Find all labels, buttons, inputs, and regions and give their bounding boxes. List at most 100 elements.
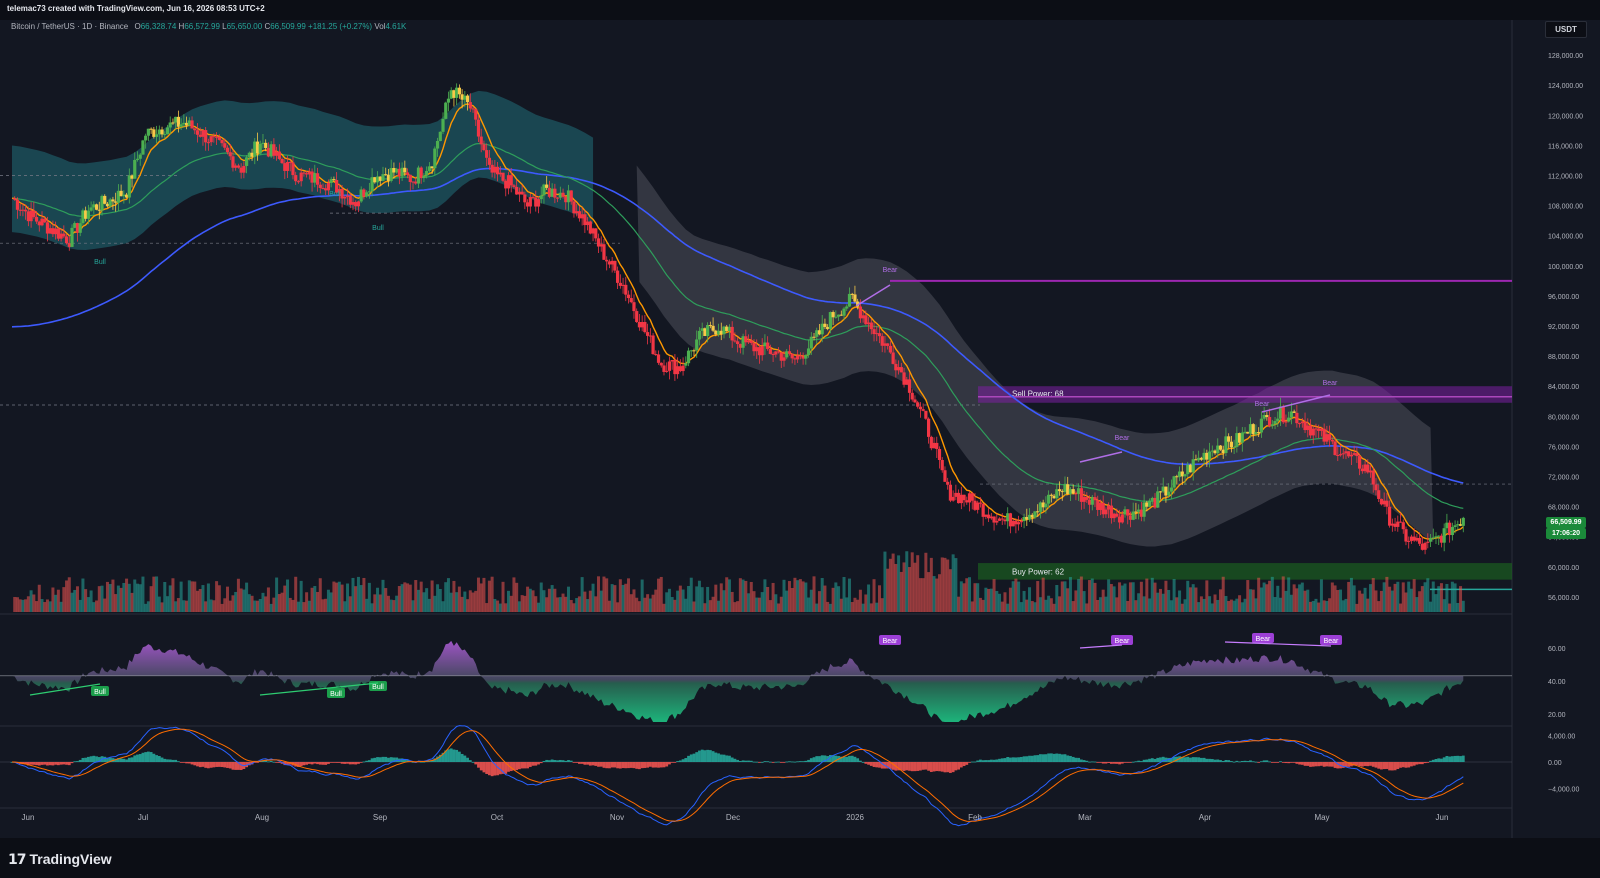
- macd-histogram-bar: [1380, 762, 1383, 770]
- macd-histogram-bar: [1066, 755, 1070, 762]
- macd-histogram-bar: [962, 762, 966, 767]
- macd-tick-label: 4,000.00: [1548, 733, 1575, 740]
- macd-histogram-bar: [973, 761, 977, 763]
- volume-bar: [1439, 583, 1443, 612]
- candle-body: [736, 341, 740, 345]
- bull-signal-label: Bull: [372, 225, 384, 232]
- volume-bar: [575, 598, 579, 612]
- macd-histogram-bar: [1246, 761, 1250, 762]
- candle-body: [43, 218, 47, 223]
- volume-bar: [215, 581, 219, 612]
- macd-histogram-bar: [430, 760, 434, 762]
- macd-histogram-bar: [534, 762, 538, 766]
- macd-histogram-bar: [275, 762, 279, 763]
- macd-histogram-bar: [1183, 757, 1187, 762]
- volume-bar: [938, 574, 942, 612]
- macd-histogram-bar: [1137, 760, 1141, 762]
- candle-body: [430, 166, 434, 169]
- volume-bar: [1131, 582, 1135, 612]
- currency-button[interactable]: USDT: [1545, 21, 1587, 38]
- candle-body: [305, 173, 309, 175]
- macd-histogram-bar: [1325, 762, 1329, 767]
- candle-body: [730, 326, 734, 341]
- volume-bar: [97, 586, 101, 612]
- volume-bar: [752, 591, 756, 612]
- macd-histogram-bar: [362, 761, 366, 763]
- candle-body: [1377, 490, 1381, 499]
- volume-bar: [220, 603, 224, 612]
- macd-histogram-bar: [927, 762, 930, 771]
- macd-histogram-bar: [163, 758, 167, 762]
- macd-histogram-bar: [171, 759, 175, 762]
- macd-histogram-bar: [678, 760, 682, 762]
- volume-bar: [744, 580, 748, 612]
- ohlc-legend[interactable]: Bitcoin / TetherUS · 1D · Binance O66,32…: [11, 22, 406, 31]
- volume-bar: [605, 578, 609, 612]
- candle-body: [858, 306, 862, 319]
- candle-body: [455, 87, 459, 98]
- macd-histogram-bar: [1047, 753, 1051, 762]
- volume-bar: [1344, 598, 1348, 612]
- candle-body: [1363, 464, 1367, 472]
- volume-bar: [509, 595, 513, 612]
- candle-body: [343, 196, 347, 199]
- macd-histogram-bar: [624, 762, 628, 769]
- candle-body: [626, 294, 631, 299]
- volume-bar: [1360, 593, 1364, 612]
- volume-bar: [924, 552, 928, 612]
- volume-bar: [536, 602, 540, 612]
- candle-body: [1139, 509, 1143, 517]
- candle-body: [1071, 489, 1075, 494]
- candle-body: [845, 306, 849, 309]
- candle-body: [1366, 464, 1370, 473]
- candle-body: [152, 129, 156, 137]
- macd-histogram-bar: [635, 762, 639, 769]
- macd-histogram-bar: [1322, 762, 1326, 767]
- volume-bar: [236, 578, 240, 612]
- macd-histogram-bar: [1186, 756, 1190, 762]
- volume-bar: [160, 602, 164, 612]
- volume-bar: [416, 589, 420, 612]
- volume-bar: [1227, 600, 1231, 612]
- volume-bar: [45, 599, 49, 612]
- macd-histogram-bar: [152, 753, 156, 762]
- macd-histogram-bar: [1235, 760, 1239, 762]
- macd-histogram-bar: [654, 762, 658, 768]
- macd-histogram-bar: [1401, 762, 1405, 768]
- volume-bar: [564, 596, 568, 612]
- tradingview-logo[interactable]: 17 TradingView: [8, 851, 112, 868]
- macd-histogram-bar: [447, 749, 450, 762]
- candle-body: [315, 173, 320, 185]
- candle-body: [804, 355, 808, 359]
- volume-bar: [807, 597, 811, 612]
- volume-bar: [436, 584, 440, 612]
- macd-histogram-bar: [1298, 762, 1301, 765]
- candle-body: [392, 168, 396, 173]
- macd-histogram-bar: [354, 762, 358, 765]
- macd-histogram-bar: [411, 761, 415, 763]
- candle-body: [408, 174, 412, 183]
- macd-histogram-bar: [490, 762, 494, 777]
- macd-histogram-bar: [869, 762, 873, 766]
- candle-body: [1336, 454, 1340, 456]
- candle-body: [913, 399, 917, 403]
- candle-body: [1450, 526, 1454, 536]
- candle-body: [899, 367, 903, 373]
- symbol-label: Bitcoin / TetherUS · 1D · Binance: [11, 22, 129, 31]
- macd-histogram-bar: [103, 756, 107, 762]
- volume-bar: [627, 578, 631, 612]
- volume-bar: [632, 589, 636, 612]
- candle-body: [703, 328, 707, 337]
- candle-body: [891, 352, 895, 364]
- candle-body: [1175, 476, 1179, 478]
- macd-histogram-bar: [89, 756, 93, 762]
- candle-body: [124, 194, 129, 198]
- candle-body: [389, 168, 393, 181]
- candle-body: [823, 323, 827, 327]
- candle-body: [1011, 520, 1015, 527]
- volume-bar: [798, 579, 802, 612]
- candle-body: [105, 203, 110, 207]
- macd-histogram-bar: [310, 762, 314, 765]
- volume-bar: [1319, 579, 1323, 612]
